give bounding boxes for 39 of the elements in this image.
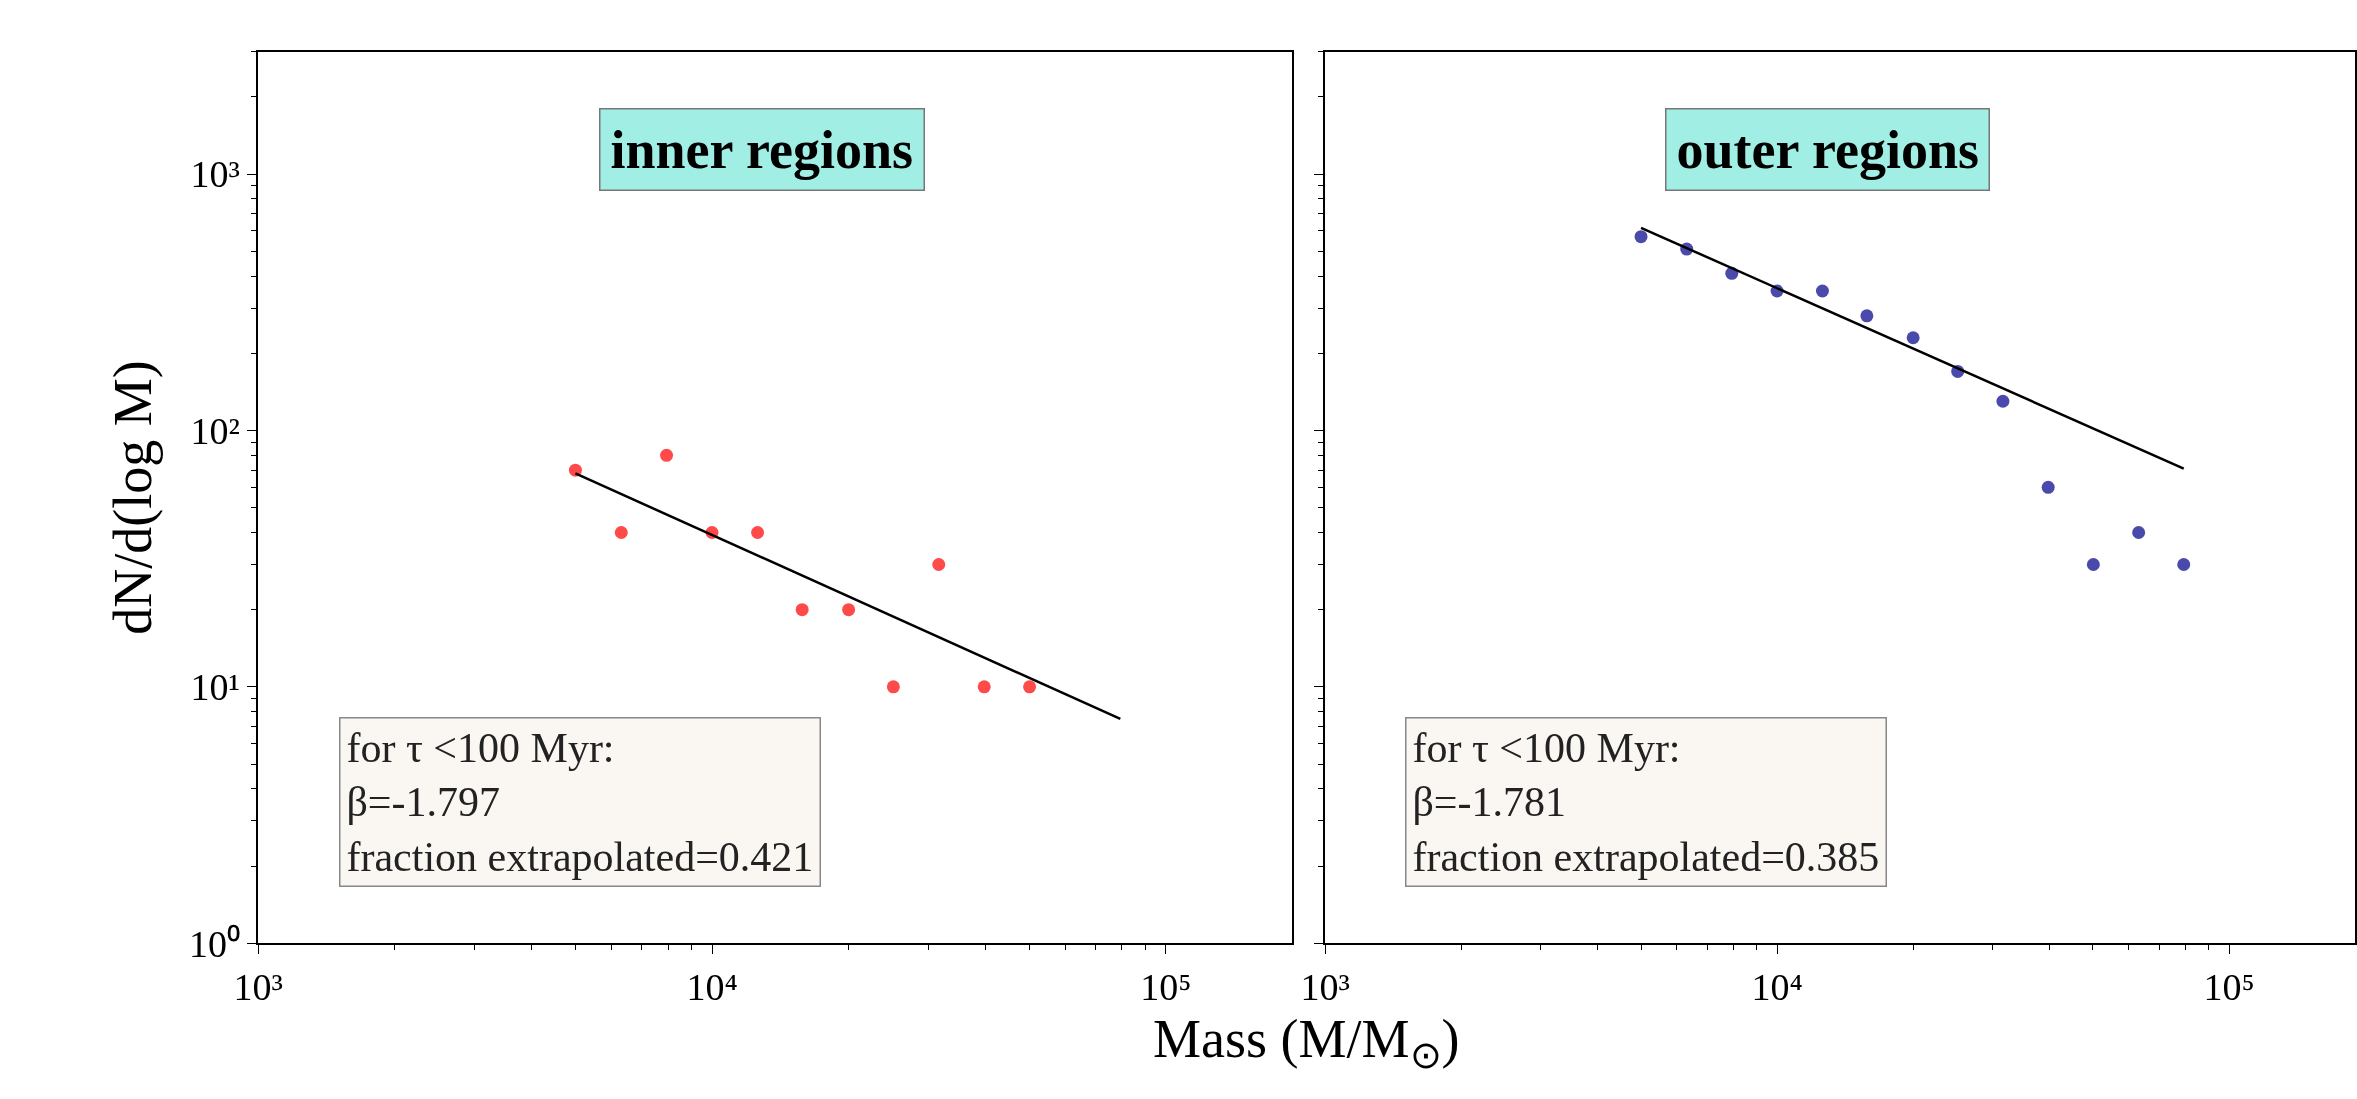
point xyxy=(2132,525,2146,539)
x-tick-label: 10⁴ xyxy=(686,965,738,1008)
point xyxy=(2086,558,2100,572)
annotation: for τ <100 Myr: xyxy=(1412,724,1681,771)
point xyxy=(795,603,809,617)
point xyxy=(660,448,674,462)
annotation: β=-1.781 xyxy=(1412,779,1567,826)
point xyxy=(1906,331,1920,345)
point xyxy=(1815,284,1829,298)
point xyxy=(568,463,582,477)
x-axis-title: Mass (M/M$_{⊙}$) xyxy=(1153,1009,1460,1077)
point xyxy=(1634,230,1648,244)
annotation: outer regions xyxy=(1676,119,1979,180)
point xyxy=(886,680,900,694)
annotation: inner regions xyxy=(610,119,914,180)
annotation: β=-1.797 xyxy=(346,779,501,826)
point xyxy=(977,680,991,694)
point xyxy=(932,558,946,572)
point xyxy=(614,525,628,539)
y-axis-title: dN/d(log M) xyxy=(102,360,163,635)
point xyxy=(751,525,765,539)
point xyxy=(1023,680,1037,694)
annotation: fraction extrapolated=0.385 xyxy=(1412,833,1880,880)
point xyxy=(2041,480,2055,494)
point xyxy=(2177,558,2191,572)
x-tick-label: 10³ xyxy=(1300,965,1350,1008)
y-tick-label: 10⁰ xyxy=(188,922,240,965)
point xyxy=(1860,309,1874,323)
x-tick-label: 10⁴ xyxy=(1751,965,1803,1008)
point xyxy=(842,603,856,617)
y-tick-label: 10¹ xyxy=(190,666,240,709)
y-tick-label: 10³ xyxy=(190,153,240,196)
x-tick-label: 10³ xyxy=(233,965,283,1008)
annotation: for τ <100 Myr: xyxy=(346,724,615,771)
x-tick-label: 10⁵ xyxy=(1140,965,1192,1008)
x-tick-label: 10⁵ xyxy=(2203,965,2255,1008)
annotation: fraction extrapolated=0.421 xyxy=(346,833,814,880)
y-tick-label: 10² xyxy=(190,409,240,452)
point xyxy=(1996,394,2010,408)
